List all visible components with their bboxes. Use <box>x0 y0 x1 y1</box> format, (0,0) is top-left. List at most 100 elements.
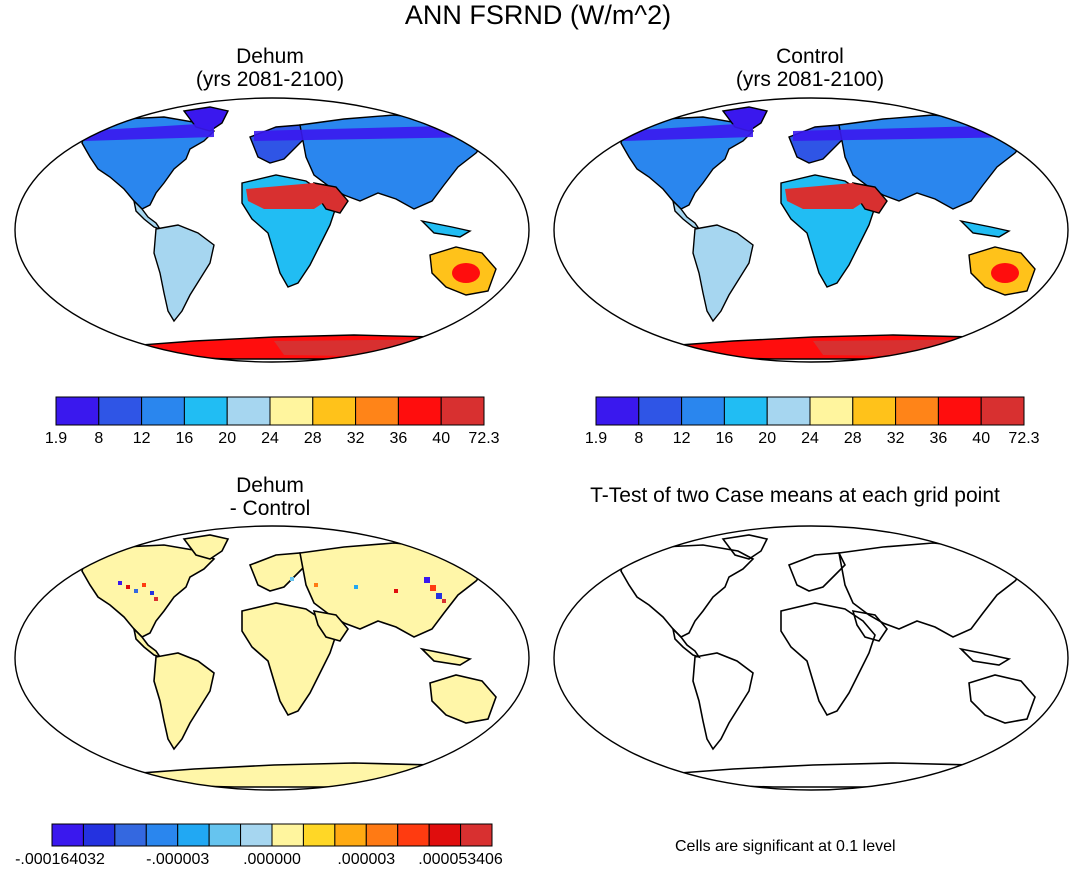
diff-cell <box>436 593 442 599</box>
antarctica-landmass <box>652 762 1025 788</box>
colorbar-tick-label: 28 <box>304 430 322 447</box>
central-america-landmass <box>671 626 701 659</box>
colorbar-swatch <box>141 396 185 426</box>
map-dehum-minus-control <box>14 525 530 791</box>
map-dehum <box>14 97 530 363</box>
diff-cell <box>354 585 358 589</box>
diff-cell <box>150 591 154 595</box>
panel-title-line1: Control <box>776 45 844 68</box>
colorbar-tick-label: .000053406 <box>418 851 503 868</box>
colorbar-swatch <box>428 823 462 847</box>
colorbar-swatch <box>937 396 982 426</box>
colorbar-swatch <box>852 396 897 426</box>
map-control <box>553 97 1069 363</box>
australia-landmass <box>968 674 1036 724</box>
colorbar-tick-label: 24 <box>801 430 819 447</box>
arctic-low-region <box>623 123 1023 141</box>
colorbar-tick-label: 16 <box>176 430 194 447</box>
north-america-landmass <box>620 544 755 638</box>
map-border <box>553 525 1069 791</box>
panel-title-line2: - Control <box>229 497 311 520</box>
map-ttest <box>553 525 1069 791</box>
colorbar-swatch <box>397 396 442 426</box>
colorbar-swatch <box>355 396 399 426</box>
colorbar-swatch <box>681 396 725 426</box>
colorbar-swatch <box>895 396 939 426</box>
south-america-landmass <box>153 652 215 751</box>
south-america-landmass <box>692 224 754 323</box>
colorbar-tick-label: 12 <box>133 430 151 447</box>
colorbar-swatch <box>114 823 147 847</box>
colorbar-swatch <box>208 823 242 847</box>
colorbar-tick-label: 12 <box>673 430 691 447</box>
colorbar-tick-label: 32 <box>347 430 365 447</box>
indonesia-landmass <box>958 219 1011 238</box>
panel-title-ttest: T-Test of two Case means at each grid po… <box>545 484 1045 507</box>
significance-note: Cells are significant at 0.1 level <box>675 838 896 855</box>
colorbar-tick-label: 40 <box>972 430 990 447</box>
greenland-landmass <box>721 534 769 560</box>
diff-cell <box>134 589 138 593</box>
diff-cell <box>154 597 158 601</box>
africa-landmass <box>780 602 876 717</box>
colorbar-tick-label: 16 <box>716 430 734 447</box>
diff-cell <box>126 585 130 589</box>
colorbar-swatch <box>177 823 210 847</box>
colorbar-tick-label: 28 <box>844 430 862 447</box>
colorbar-tick-label: 1.9 <box>585 430 607 447</box>
colorbar-swatch <box>334 823 367 847</box>
panel-title-control: Control (yrs 2081-2100) <box>570 45 1050 91</box>
colorbar-difference: -.000164032 -.000003 .000000 .000003 .000053… <box>15 823 503 868</box>
indonesia-landmass <box>419 219 472 238</box>
greenland-landmass <box>182 534 230 560</box>
diff-cell <box>430 585 436 591</box>
colorbar-swatch <box>82 823 116 847</box>
sahara-high-region <box>785 183 871 209</box>
asia-landmass <box>838 542 1031 638</box>
colorbar-tick-label: 20 <box>758 430 776 447</box>
colorbar-swatch <box>980 396 1025 426</box>
colorbar-tick-label: 36 <box>390 430 408 447</box>
colorbar-swatch <box>145 823 179 847</box>
colorbar-swatch <box>98 396 143 426</box>
colorbar-swatch <box>365 823 399 847</box>
arctic-low-region <box>84 123 484 141</box>
sahara-high-region <box>246 183 332 209</box>
colorbar-swatch <box>723 396 768 426</box>
indonesia-landmass <box>958 647 1012 666</box>
map-border <box>553 97 1069 363</box>
panel-title-line2: (yrs 2081-2100) <box>735 68 885 91</box>
panel-title-line1: Dehum <box>236 474 304 497</box>
colorbar-swatch <box>809 396 854 426</box>
diff-cell <box>424 577 430 583</box>
antarctica-landmass <box>113 762 486 788</box>
colorbar-swatch <box>240 823 273 847</box>
colorbar-swatch <box>51 823 84 847</box>
colorbar-tick-label: 72.3 <box>468 430 499 447</box>
colorbar-tick-label: 36 <box>930 430 948 447</box>
colorbar-tick-label: 20 <box>218 430 236 447</box>
colorbar-swatch <box>183 396 228 426</box>
diff-cell <box>142 583 146 587</box>
colorbar-swatch <box>638 396 683 426</box>
colorbar-tick-label: -.000164032 <box>15 851 105 868</box>
south-america-landmass <box>692 652 754 751</box>
south-america-landmass <box>153 224 215 323</box>
panel-title-dehum: Dehum (yrs 2081-2100) <box>30 45 510 91</box>
colorbar-swatch <box>271 823 304 847</box>
colorbar-swatch <box>312 396 357 426</box>
colorbar-swatch <box>302 823 336 847</box>
colorbar-swatch <box>766 396 811 426</box>
europe-landmass <box>787 552 846 592</box>
colorbar-tick-label: 40 <box>432 430 450 447</box>
panel-title-line1: Dehum <box>236 45 304 68</box>
diff-cell <box>394 589 398 593</box>
colorbar-tick-label: 8 <box>94 430 103 447</box>
colorbar-tick-label: 32 <box>887 430 905 447</box>
panel-title-difference: Dehum - Control <box>30 474 510 520</box>
diff-cell <box>118 581 122 585</box>
australia-high-region <box>452 263 480 283</box>
arabia-landmass <box>312 609 350 642</box>
antarctica-high-region <box>274 339 484 357</box>
indonesia-landmass <box>419 647 473 666</box>
